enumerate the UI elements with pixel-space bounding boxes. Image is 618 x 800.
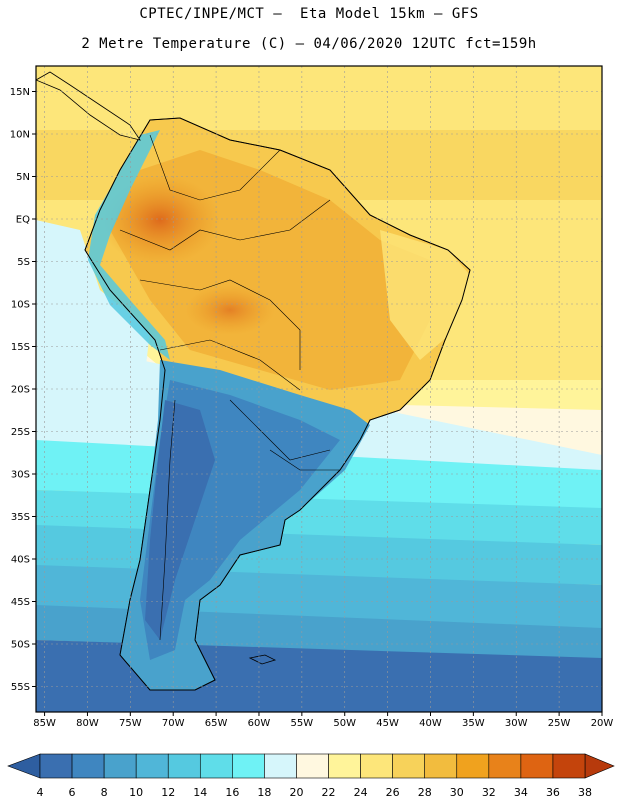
andes-south-coldest <box>145 400 215 640</box>
colorbar-swatch <box>360 753 393 779</box>
longitude-axis: 85W 80W 75W 70W 65W 60W 55W 50W 45W 40W 35W 30W 25W 2… <box>33 712 613 729</box>
colorbar-high-arrow <box>584 753 615 779</box>
hot-core-bolivia <box>185 285 275 335</box>
colorbar-level-label: 12 <box>161 786 175 799</box>
colorbar-swatch <box>328 753 361 779</box>
lon-tick-label: 80W <box>76 718 99 729</box>
lon-tick-label: 85W <box>33 718 56 729</box>
colorbar-swatch <box>264 753 297 779</box>
colorbar-swatch <box>552 753 586 779</box>
lon-tick-label: 60W <box>248 718 271 729</box>
lon-tick-label: 55W <box>291 718 314 729</box>
lat-tick-label: 35S <box>11 512 30 523</box>
colorbar-level-label: 8 <box>101 786 108 799</box>
colorbar-swatch <box>392 753 426 779</box>
colorbar-swatch <box>103 753 137 779</box>
colorbar: 4 6 8 10 12 14 16 18 20 22 24 26 28 30 32 34 36 38 <box>7 753 615 799</box>
coastline <box>84 117 471 691</box>
lat-tick-label: 15S <box>11 342 30 353</box>
colorbar-level-label: 32 <box>482 786 496 799</box>
lon-tick-label: 45W <box>376 718 399 729</box>
colorbar-swatch <box>71 753 105 779</box>
colorbar-swatch <box>424 753 458 779</box>
lat-tick-label: 25S <box>11 427 30 438</box>
lon-tick-label: 75W <box>119 718 142 729</box>
lon-tick-label: 50W <box>333 718 356 729</box>
lon-tick-label: 65W <box>205 718 228 729</box>
lat-tick-label: 40S <box>11 555 30 566</box>
central-america <box>36 71 141 141</box>
lat-tick-label: 45S <box>11 597 30 608</box>
colorbar-level-label: 34 <box>514 786 528 799</box>
lat-tick-label: 5S <box>17 257 30 268</box>
andes-cold-strip <box>88 130 170 360</box>
colorbar-level-label: 22 <box>322 786 336 799</box>
colorbar-swatch <box>167 753 201 779</box>
colorbar-swatch <box>520 753 554 779</box>
colorbar-level-label: 36 <box>546 786 560 799</box>
lat-tick-label: 15N <box>10 87 30 98</box>
colorbar-level-label: 4 <box>37 786 44 799</box>
colorbar-level-label: 10 <box>129 786 143 799</box>
falkland-islands <box>248 654 277 665</box>
colorbar-swatch <box>456 753 490 779</box>
colorbar-level-label: 14 <box>193 786 207 799</box>
lon-tick-label: 20W <box>591 718 614 729</box>
colorbar-swatch <box>39 753 73 779</box>
lat-tick-label: 50S <box>11 640 30 651</box>
lat-tick-label: 10S <box>11 300 30 311</box>
country-borders <box>119 134 340 641</box>
map-title-line-2: 2 Metre Temperature (C) – 04/06/2020 12U… <box>81 36 537 52</box>
colorbar-swatch <box>488 753 522 779</box>
colorbar-level-label: 16 <box>225 786 239 799</box>
colorbar-level-label: 18 <box>257 786 271 799</box>
colorbar-level-label: 20 <box>289 786 303 799</box>
graticule <box>36 66 603 712</box>
colorbar-swatch <box>232 753 265 779</box>
colorbar-level-label: 30 <box>450 786 464 799</box>
colorbar-level-label: 38 <box>578 786 592 799</box>
colorbar-swatch <box>199 753 233 779</box>
colorbar-level-label: 28 <box>418 786 432 799</box>
pacific-cool-strip <box>36 220 150 440</box>
lat-tick-label: 5N <box>16 172 30 183</box>
lat-tick-label: 20S <box>11 385 30 396</box>
colorbar-level-label: 6 <box>69 786 76 799</box>
hot-core-amazon <box>100 175 220 265</box>
colorbar-level-label: 24 <box>354 786 368 799</box>
lat-tick-label: 10N <box>10 130 30 141</box>
colorbar-swatch <box>296 753 329 779</box>
colorbar-low-arrow <box>7 753 41 779</box>
lon-tick-label: 40W <box>419 718 442 729</box>
lon-tick-label: 30W <box>505 718 528 729</box>
lon-tick-label: 25W <box>548 718 571 729</box>
lat-tick-label: EQ <box>16 215 30 226</box>
lat-tick-label: 55S <box>11 682 30 693</box>
northeast-brazil <box>380 230 470 360</box>
colorbar-swatch <box>135 753 169 779</box>
map-title-line-1: CPTEC/INPE/MCT – Eta Model 15km – GFS <box>139 6 479 22</box>
lat-tick-label: 30S <box>11 470 30 481</box>
colorbar-level-label: 26 <box>386 786 400 799</box>
lon-tick-label: 70W <box>162 718 185 729</box>
lon-tick-label: 35W <box>462 718 485 729</box>
latitude-axis: 15N 10N 5N EQ 5S 10S 15S 20S 25S 30S 35S 40S 45S 50S 5… <box>10 87 36 693</box>
